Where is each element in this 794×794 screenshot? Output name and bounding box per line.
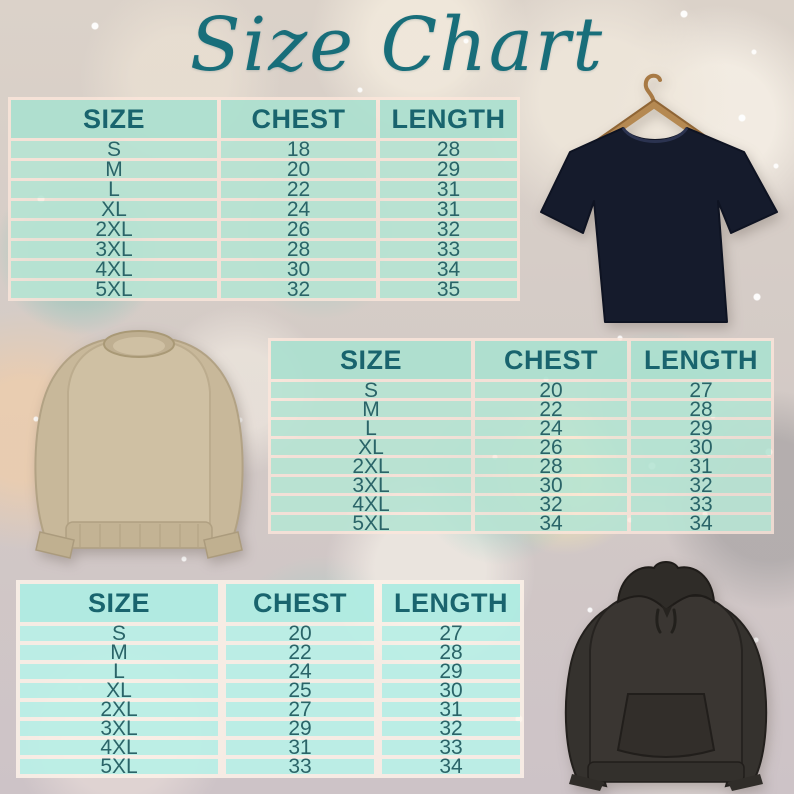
page-title: Size Chart	[189, 2, 605, 88]
length-value-cell: 29	[380, 159, 517, 180]
chest-value-cell: 33	[226, 756, 374, 777]
sweatshirt-silhouette	[34, 330, 244, 559]
column-header-size: SIZE	[271, 341, 471, 379]
size-label-cell: L	[20, 661, 218, 682]
size-label-cell: 3XL	[20, 718, 218, 739]
chest-value-cell: 34	[475, 513, 627, 534]
column-header-length: LENGTH	[382, 584, 520, 622]
chest-value-cell: 32	[475, 494, 627, 515]
chest-value-cell: 20	[226, 623, 374, 644]
chest-value-cell: 22	[475, 399, 627, 420]
length-value-cell: 34	[380, 259, 517, 280]
chest-value-cell: 24	[226, 661, 374, 682]
length-value-cell: 34	[382, 756, 520, 777]
length-value-cell: 27	[382, 623, 520, 644]
column-header-chest: CHEST	[475, 341, 627, 379]
column-header-size: SIZE	[11, 100, 217, 138]
length-value-cell: 33	[380, 239, 517, 260]
size-label-cell: 4XL	[20, 737, 218, 758]
chest-value-cell: 26	[475, 437, 627, 458]
length-value-cell: 29	[382, 661, 520, 682]
chest-value-cell: 29	[226, 718, 374, 739]
length-value-cell: 33	[631, 494, 771, 515]
length-value-cell: 31	[380, 179, 517, 200]
sweatshirt-image	[34, 330, 244, 559]
length-value-cell: 30	[631, 437, 771, 458]
size-label-cell: 5XL	[20, 756, 218, 777]
hoodie-silhouette	[564, 561, 768, 791]
size-label-cell: 2XL	[20, 699, 218, 720]
length-value-cell: 31	[380, 199, 517, 220]
hoodie-image	[564, 561, 768, 791]
size-label-cell: 2XL	[11, 219, 217, 240]
size-label-cell: S	[11, 139, 217, 160]
length-value-cell: 29	[631, 418, 771, 439]
size-label-cell: M	[20, 642, 218, 663]
column-header-chest: CHEST	[221, 100, 376, 138]
length-value-cell: 33	[382, 737, 520, 758]
size-label-cell: XL	[20, 680, 218, 701]
length-value-cell: 32	[631, 475, 771, 496]
size-label-cell: S	[20, 623, 218, 644]
column-header-size: SIZE	[20, 584, 218, 622]
length-value-cell: 28	[382, 642, 520, 663]
sweatshirt-size-table: SIZE CHEST LENGTH S 20 27 M 22 28 L 24 29 XL 26 30 2…	[268, 338, 774, 534]
tshirt-image	[540, 73, 778, 323]
chest-value-cell: 30	[221, 259, 376, 280]
size-label-cell: XL	[11, 199, 217, 220]
length-value-cell: 28	[380, 139, 517, 160]
size-label-cell: 5XL	[271, 513, 471, 534]
size-label-cell: 4XL	[11, 259, 217, 280]
length-value-cell: 35	[380, 279, 517, 300]
column-header-length: LENGTH	[380, 100, 517, 138]
length-value-cell: 32	[382, 718, 520, 739]
tshirt-silhouette	[540, 127, 778, 323]
size-label-cell: S	[271, 380, 471, 401]
size-label-cell: XL	[271, 437, 471, 458]
length-value-cell: 31	[631, 456, 771, 477]
chest-value-cell: 31	[226, 737, 374, 758]
size-label-cell: 3XL	[271, 475, 471, 496]
length-value-cell: 28	[631, 399, 771, 420]
chest-value-cell: 18	[221, 139, 376, 160]
size-label-cell: M	[11, 159, 217, 180]
chest-value-cell: 25	[226, 680, 374, 701]
chest-value-cell: 20	[475, 380, 627, 401]
size-label-cell: L	[11, 179, 217, 200]
chest-value-cell: 24	[475, 418, 627, 439]
size-label-cell: 4XL	[271, 494, 471, 515]
length-value-cell: 27	[631, 380, 771, 401]
chest-value-cell: 32	[221, 279, 376, 300]
chest-value-cell: 30	[475, 475, 627, 496]
length-value-cell: 31	[382, 699, 520, 720]
size-label-cell: 3XL	[11, 239, 217, 260]
tshirt-size-table: SIZE CHEST LENGTH S 18 28 M 20 29 L 22 31 XL 24 31 2…	[8, 97, 520, 301]
chest-value-cell: 28	[475, 456, 627, 477]
chest-value-cell: 24	[221, 199, 376, 220]
length-value-cell: 32	[380, 219, 517, 240]
size-label-cell: M	[271, 399, 471, 420]
size-label-cell: 2XL	[271, 456, 471, 477]
length-value-cell: 34	[631, 513, 771, 534]
chest-value-cell: 27	[226, 699, 374, 720]
chest-value-cell: 22	[221, 179, 376, 200]
chest-value-cell: 22	[226, 642, 374, 663]
length-value-cell: 30	[382, 680, 520, 701]
size-label-cell: L	[271, 418, 471, 439]
column-header-length: LENGTH	[631, 341, 771, 379]
size-label-cell: 5XL	[11, 279, 217, 300]
chest-value-cell: 26	[221, 219, 376, 240]
column-header-chest: CHEST	[226, 584, 374, 622]
chest-value-cell: 28	[221, 239, 376, 260]
hoodie-size-table: SIZE CHEST LENGTH S 20 27 M 22 28 L 24 29 XL 25 30 2…	[16, 580, 524, 778]
chest-value-cell: 20	[221, 159, 376, 180]
